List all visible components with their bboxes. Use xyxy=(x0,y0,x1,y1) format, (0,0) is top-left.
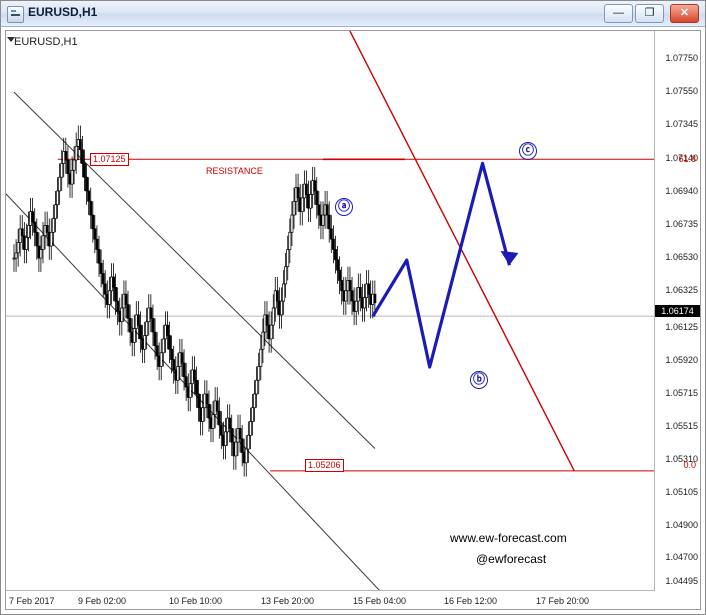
y-tick: 1.06735 xyxy=(665,219,698,229)
channel-upper-line xyxy=(13,91,376,449)
chart-frame: EURUSD,H1 xyxy=(5,30,701,610)
fib-0-label: 0.0 xyxy=(683,460,696,470)
wave-projection-arrow xyxy=(500,250,519,266)
y-tick: 1.06325 xyxy=(665,285,698,295)
y-tick: 1.07550 xyxy=(665,86,698,96)
y-tick: 1.07345 xyxy=(665,119,698,129)
y-tick: 1.05920 xyxy=(665,355,698,365)
wave-projection-path xyxy=(371,161,511,369)
candlestick-series xyxy=(12,125,377,477)
minimize-button[interactable]: — xyxy=(604,4,633,23)
resistance-text-label: RESISTANCE xyxy=(206,166,263,176)
wave-b-label: ⓑ xyxy=(470,371,488,389)
y-tick: 1.04700 xyxy=(665,552,698,562)
chart-symbol-label: EURUSD,H1 xyxy=(14,36,78,48)
handle-text: @ewforecast xyxy=(476,552,547,566)
y-tick: 1.05105 xyxy=(665,487,698,497)
minimize-icon: — xyxy=(613,7,624,19)
chevron-down-icon[interactable] xyxy=(7,37,15,42)
y-tick: 1.06530 xyxy=(665,252,698,262)
y-tick: 1.05310 xyxy=(665,454,698,464)
current-price-tag: 1.06174 xyxy=(655,305,700,317)
channel-lower-line xyxy=(6,193,381,591)
price-axis: 1.07750 1.07550 1.07345 1.07140 1.06940 … xyxy=(654,31,700,591)
time-axis: 7 Feb 2017 9 Feb 02:00 10 Feb 10:00 13 F… xyxy=(6,590,655,609)
y-tick: 1.05715 xyxy=(665,388,698,398)
website-text: www.ew-forecast.com xyxy=(450,531,567,545)
x-tick: 9 Feb 02:00 xyxy=(78,596,127,606)
y-tick: 1.04900 xyxy=(665,520,698,530)
resistance-price-label: 1.07125 xyxy=(90,153,129,166)
y-tick: 1.05515 xyxy=(665,421,698,431)
x-tick: 10 Feb 10:00 xyxy=(169,596,223,606)
y-tick: 1.07750 xyxy=(665,53,698,63)
title-bar: EURUSD,H1 — ❐ ✕ xyxy=(1,1,705,27)
chart-window-icon xyxy=(7,6,24,23)
y-tick: 1.06125 xyxy=(665,322,698,332)
wave-a-label: ⓐ xyxy=(335,198,353,216)
window-title: EURUSD,H1 xyxy=(28,5,98,19)
maximize-button[interactable]: ❐ xyxy=(635,4,664,23)
x-tick: 7 Feb 2017 xyxy=(9,596,55,606)
y-tick: 1.04495 xyxy=(665,576,698,586)
x-tick: 16 Feb 12:00 xyxy=(444,596,498,606)
red-trend-line xyxy=(349,31,575,472)
close-icon: ✕ xyxy=(679,7,690,19)
close-button[interactable]: ✕ xyxy=(670,4,699,23)
chart-svg-layer xyxy=(6,31,655,591)
y-tick: 1.06940 xyxy=(665,186,698,196)
y-tick: 1.07140 xyxy=(665,153,698,163)
chart-plot-area[interactable]: EURUSD,H1 xyxy=(6,31,655,591)
wave-c-label: ⓒ xyxy=(519,142,537,160)
x-tick: 13 Feb 20:00 xyxy=(261,596,315,606)
support-price-label: 1.05206 xyxy=(305,459,344,472)
x-tick: 15 Feb 04:00 xyxy=(353,596,407,606)
fib-618-label: 61.8 xyxy=(678,154,696,164)
x-tick: 17 Feb 20:00 xyxy=(536,596,590,606)
maximize-icon: ❐ xyxy=(644,7,655,19)
